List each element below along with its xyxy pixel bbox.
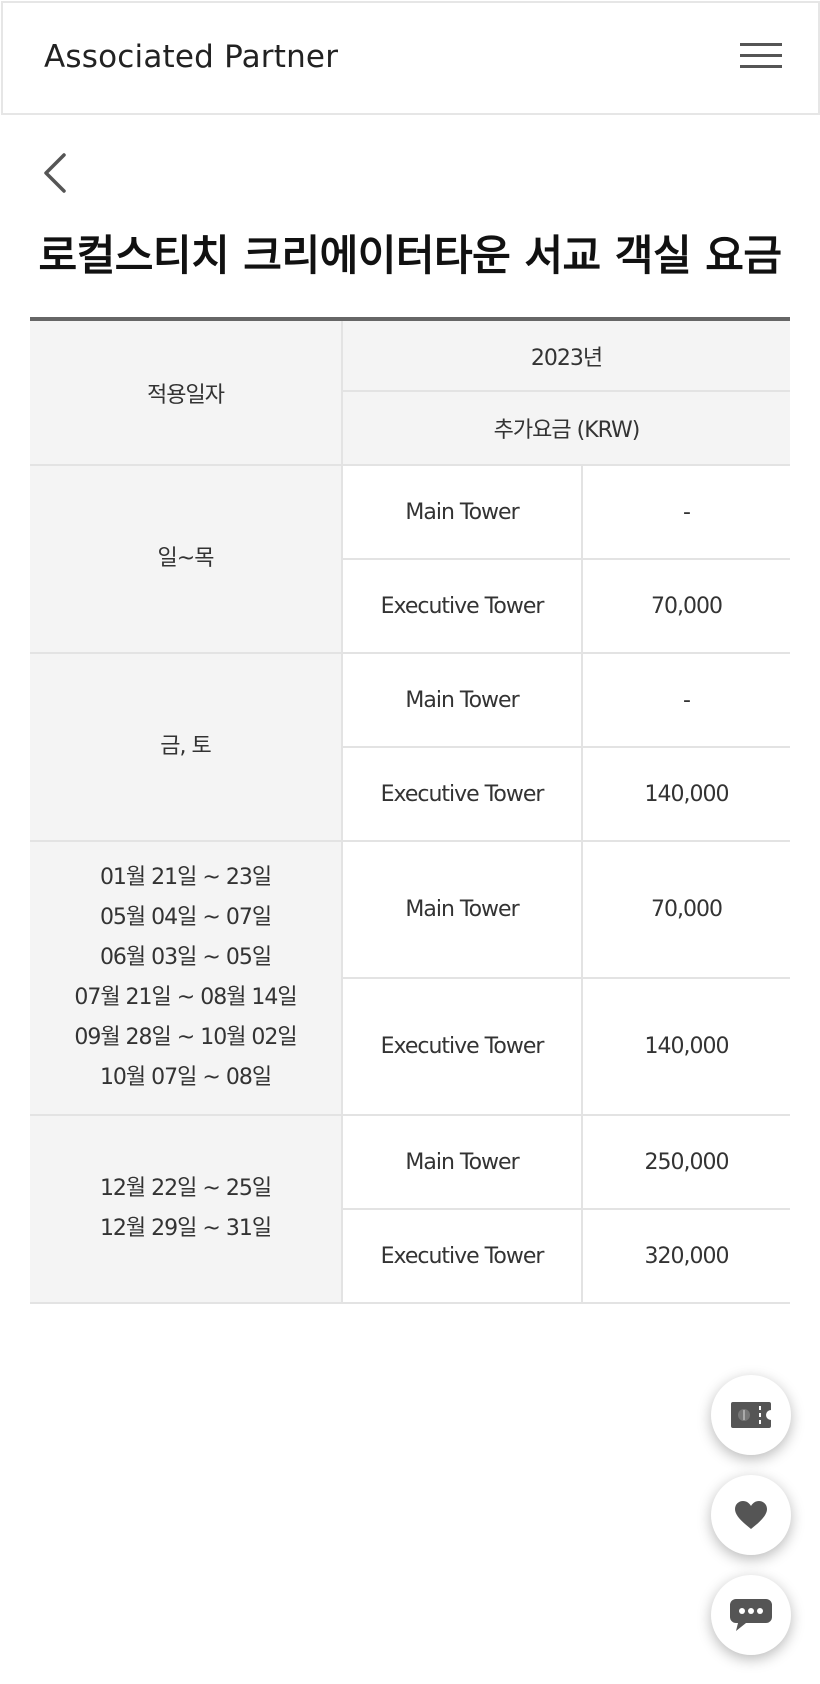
table-row: 금, 토 Main Tower - [30, 652, 791, 842]
price-cell: 140,000 [580, 746, 791, 842]
date-cell: 금, 토 [30, 652, 343, 842]
tower-cell: Main Tower [341, 464, 583, 560]
price-cell: 70,000 [580, 558, 791, 654]
heart-icon [735, 1501, 767, 1529]
price-cell: 70,000 [580, 840, 791, 979]
price-cell: 140,000 [580, 977, 791, 1116]
tower-cell: Main Tower [341, 1114, 583, 1210]
table-row: Executive Tower 140,000 [30, 977, 791, 1116]
price-cell: - [580, 652, 791, 748]
date-range: 09월 28일 ~ 10월 02일 [74, 1025, 297, 1050]
price-cell: - [580, 464, 791, 560]
favorite-button[interactable] [711, 1475, 791, 1555]
date-range: 10월 07일 ~ 08일 [99, 1065, 272, 1090]
menu-bar [740, 54, 782, 57]
table-row: Executive Tower 70,000 [30, 558, 791, 654]
date-range: 12월 22일 ~ 25일 [99, 1176, 272, 1201]
date-cell: 일~목 [30, 464, 343, 654]
table-row: Executive Tower 320,000 [30, 1208, 791, 1304]
date-range: 일~목 [157, 546, 215, 571]
table-row: 12월 22일 ~ 25일 12월 29일 ~ 31일 Main Tower 2… [30, 1114, 791, 1304]
date-range: 01월 21일 ~ 23일 [99, 865, 272, 890]
chat-button[interactable] [711, 1575, 791, 1655]
date-range: 07월 21일 ~ 08월 14일 [74, 985, 297, 1010]
year-header: 2023년 [340, 318, 791, 392]
back-button[interactable] [40, 151, 72, 195]
hamburger-menu-icon[interactable] [740, 43, 782, 69]
date-range: 06월 03일 ~ 05일 [99, 945, 272, 970]
rate-table: 적용일자 2023년 추가요금 (KRW) 일~목 Main Tower - E… [30, 317, 791, 1304]
menu-bar [740, 65, 782, 68]
date-cell: 01월 21일 ~ 23일 05월 04일 ~ 07일 06월 03일 ~ 05… [30, 840, 343, 1116]
date-range: 05월 04일 ~ 07일 [99, 905, 272, 930]
tower-cell: Executive Tower [342, 746, 583, 842]
price-cell: 250,000 [580, 1114, 791, 1210]
table-header-row: 추가요금 (KRW) [30, 390, 791, 466]
price-cell: 320,000 [580, 1208, 791, 1304]
table-header-row: 적용일자 2023년 [30, 318, 791, 466]
chat-bubble-icon [730, 1599, 772, 1631]
tower-cell: Executive Tower [342, 558, 583, 654]
date-column-header: 적용일자 [30, 318, 343, 466]
table-row: 일~목 Main Tower - [30, 464, 791, 654]
top-header: Associated Partner [1, 1, 820, 115]
menu-bar [740, 43, 782, 46]
table-row: 01월 21일 ~ 23일 05월 04일 ~ 07일 06월 03일 ~ 05… [30, 840, 791, 1116]
tower-cell: Main Tower [341, 652, 583, 748]
tower-cell: Executive Tower [342, 977, 583, 1116]
tower-cell: Executive Tower [342, 1208, 583, 1304]
tower-cell: Main Tower [341, 840, 583, 979]
date-range: 금, 토 [160, 734, 211, 759]
extra-charge-header: 추가요금 (KRW) [342, 390, 791, 466]
table-row: Executive Tower 140,000 [30, 746, 791, 842]
chevron-left-icon [44, 153, 66, 193]
ticket-button[interactable] [711, 1375, 791, 1455]
ticket-icon [731, 1402, 771, 1428]
date-cell: 12월 22일 ~ 25일 12월 29일 ~ 31일 [30, 1114, 343, 1304]
brand-title[interactable]: Associated Partner [44, 39, 339, 75]
date-range: 12월 29일 ~ 31일 [99, 1216, 272, 1241]
page-title: 로컬스티치 크리에이터타운 서교 객실 요금 [38, 231, 782, 280]
